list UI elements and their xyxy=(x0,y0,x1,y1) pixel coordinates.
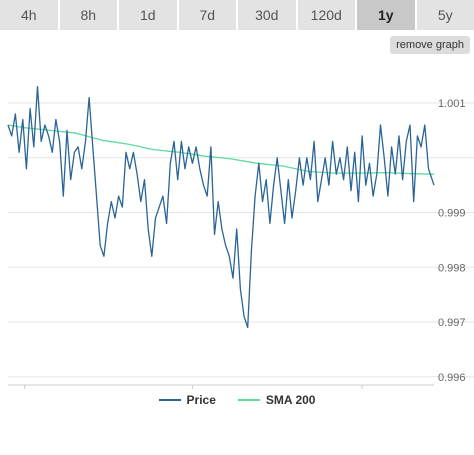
remove-graph-button[interactable]: remove graph xyxy=(390,36,470,54)
chart-legend: Price SMA 200 xyxy=(0,393,474,407)
legend-item-price[interactable]: Price xyxy=(158,393,216,407)
range-tab-8h[interactable]: 8h xyxy=(59,0,119,30)
range-tab-7d[interactable]: 7d xyxy=(178,0,238,30)
range-tab-4h[interactable]: 4h xyxy=(0,0,60,30)
range-tab-30d[interactable]: 30d xyxy=(238,0,298,30)
range-tabs: 4h 8h 1d 7d 30d 120d 1y 5y xyxy=(0,0,474,30)
y-tick-label: 0.997 xyxy=(438,317,466,329)
legend-item-sma[interactable]: SMA 200 xyxy=(237,393,316,407)
legend-label-sma: SMA 200 xyxy=(265,393,316,407)
y-tick-label: 0.999 xyxy=(438,208,466,220)
y-tick-label: 0.998 xyxy=(438,262,466,274)
legend-swatch-sma xyxy=(237,399,260,401)
range-tab-120d[interactable]: 120d xyxy=(297,0,357,30)
y-tick-label: 1.001 xyxy=(438,98,466,110)
price-line xyxy=(7,85,435,329)
range-tab-1y[interactable]: 1y xyxy=(357,0,417,30)
range-tab-1d[interactable]: 1d xyxy=(119,0,179,30)
legend-swatch-price xyxy=(158,399,181,401)
range-tab-5y[interactable]: 5y xyxy=(416,0,474,30)
y-tick-label: 0.996 xyxy=(438,372,466,384)
legend-label-price: Price xyxy=(186,393,216,407)
